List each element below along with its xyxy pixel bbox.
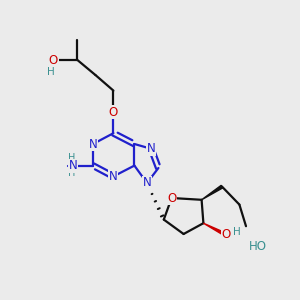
Text: N: N	[147, 142, 156, 155]
Text: H: H	[68, 153, 76, 164]
Text: N: N	[142, 176, 152, 190]
Text: HO: HO	[248, 239, 266, 253]
Text: H: H	[68, 168, 76, 178]
Polygon shape	[203, 223, 225, 235]
Text: N: N	[88, 137, 98, 151]
Text: O: O	[49, 53, 58, 67]
Text: H: H	[47, 67, 55, 77]
Text: H: H	[233, 226, 241, 237]
Text: N: N	[69, 159, 78, 172]
Text: O: O	[222, 227, 231, 241]
Polygon shape	[202, 185, 223, 200]
Text: O: O	[109, 106, 118, 119]
Text: N: N	[109, 170, 118, 183]
Text: O: O	[167, 191, 176, 205]
